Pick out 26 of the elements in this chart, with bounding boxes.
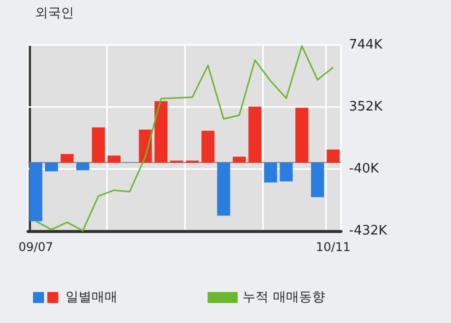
line-series (35, 45, 334, 232)
bar (108, 156, 121, 163)
bar (60, 154, 74, 163)
bar (326, 150, 340, 163)
bar (201, 130, 214, 163)
chart-title: 외국인 (35, 6, 74, 21)
y-tick-label: 352K (349, 100, 383, 114)
bar (295, 108, 308, 163)
bar (217, 162, 230, 216)
legend-label: 누적 매매동향 (242, 290, 325, 305)
x-tick-label: 09/07 (18, 240, 54, 254)
bar (92, 127, 105, 163)
bar (76, 162, 90, 170)
y-tick-label: -432K (349, 224, 388, 238)
legend-label: 일별매매 (66, 290, 118, 305)
bar (311, 162, 324, 198)
y-tick-label: 744K (349, 38, 383, 52)
bar (29, 162, 42, 222)
y-tick-label: -40K (349, 162, 380, 176)
x-tick-label: 10/11 (316, 240, 350, 254)
bar (280, 162, 293, 182)
bar (264, 162, 278, 182)
bar (44, 162, 58, 172)
bar (232, 156, 246, 163)
bar (154, 101, 168, 163)
bar (248, 106, 262, 163)
